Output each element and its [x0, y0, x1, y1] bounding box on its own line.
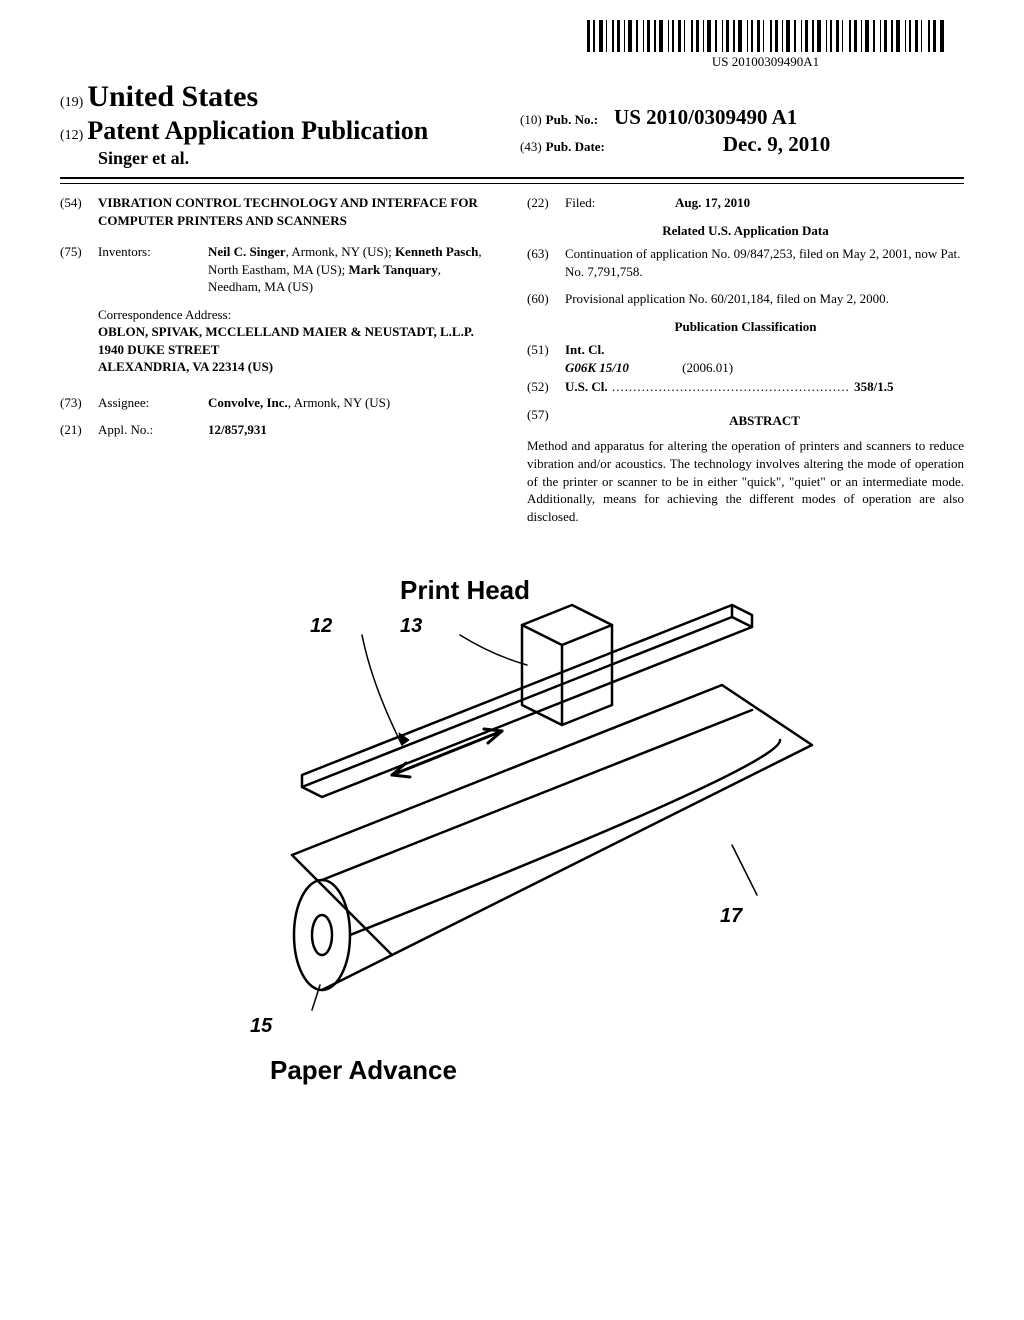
continuation-body: Continuation of application No. 09/847,2…: [565, 245, 964, 280]
pub-date-value: Dec. 9, 2010: [723, 132, 830, 156]
correspondence-line-2: 1940 DUKE STREET: [98, 341, 497, 359]
code-57: (57): [527, 406, 565, 436]
related-heading: Related U.S. Application Data: [527, 222, 964, 240]
country-title: United States: [87, 80, 258, 113]
pub-no-label: Pub. No.:: [546, 112, 598, 127]
correspondence-label: Correspondence Address:: [98, 306, 497, 324]
printhead-label: Print Head: [400, 575, 530, 606]
code-10: (10): [520, 112, 542, 127]
intcl-class: G06K 15/10: [565, 360, 629, 375]
assignee-rest: , Armonk, NY (US): [288, 395, 390, 410]
left-column: (54) VIBRATION CONTROL TECHNOLOGY AND IN…: [60, 194, 497, 525]
code-54: (54): [60, 194, 98, 229]
figure-area: Print Head 12 13 17 15 Paper Advance: [60, 565, 964, 1105]
applno-label: Appl. No.:: [98, 421, 208, 439]
barcode-graphic: [587, 20, 944, 52]
abstract-heading: ABSTRACT: [565, 412, 964, 430]
figure-svg: [192, 565, 832, 1085]
applno-value: 12/857,931: [208, 421, 497, 439]
classification-heading: Publication Classification: [527, 318, 964, 336]
doc-type: Patent Application Publication: [87, 116, 428, 145]
provisional-body: Provisional application No. 60/201,184, …: [565, 290, 964, 308]
divider-thick: [60, 177, 964, 179]
assignee-label: Assignee:: [98, 394, 208, 412]
inventor-name: Neil C. Singer: [208, 244, 286, 259]
biblio-columns: (54) VIBRATION CONTROL TECHNOLOGY AND IN…: [60, 194, 964, 525]
code-52: (52): [527, 378, 565, 396]
code-22: (22): [527, 194, 565, 212]
code-12: (12): [60, 128, 83, 143]
inventor-rest: , Armonk, NY (US);: [286, 244, 395, 259]
uscl-dots: ........................................…: [608, 379, 855, 394]
code-75: (75): [60, 243, 98, 296]
pub-date-label: Pub. Date:: [546, 139, 605, 154]
abstract-body: Method and apparatus for altering the op…: [527, 437, 964, 525]
code-63: (63): [527, 245, 565, 280]
uscl-value: 358/1.5: [854, 379, 893, 394]
correspondence-line-3: ALEXANDRIA, VA 22314 (US): [98, 358, 497, 376]
intcl-label: Int. Cl.: [565, 342, 604, 357]
inventors-body: Neil C. Singer, Armonk, NY (US); Kenneth…: [208, 243, 497, 296]
ref-17: 17: [720, 905, 742, 928]
inventor-name: Kenneth Pasch: [395, 244, 478, 259]
correspondence-block: Correspondence Address: OBLON, SPIVAK, M…: [98, 306, 497, 376]
filed-value: Aug. 17, 2010: [625, 194, 964, 212]
invention-title: VIBRATION CONTROL TECHNOLOGY AND INTERFA…: [98, 194, 497, 229]
barcode-text: US 20100309490A1: [587, 54, 944, 70]
code-43: (43): [520, 139, 542, 154]
ref-15: 15: [250, 1015, 272, 1038]
intcl-date: (2006.01): [682, 360, 733, 375]
code-60: (60): [527, 290, 565, 308]
right-header: (10) Pub. No.: US 2010/0309490 A1 (43) P…: [520, 105, 830, 157]
code-21: (21): [60, 421, 98, 439]
right-column: (22) Filed: Aug. 17, 2010 Related U.S. A…: [527, 194, 964, 525]
paper-advance-label: Paper Advance: [270, 1055, 457, 1086]
assignee-body: Convolve, Inc., Armonk, NY (US): [208, 394, 497, 412]
code-19: (19): [60, 95, 83, 110]
uscl-label: U.S. Cl.: [565, 379, 608, 394]
code-73: (73): [60, 394, 98, 412]
inventors-label: Inventors:: [98, 243, 208, 296]
filed-label: Filed:: [565, 194, 625, 212]
ref-13: 13: [400, 615, 422, 638]
correspondence-line-1: OBLON, SPIVAK, MCCLELLAND MAIER & NEUSTA…: [98, 323, 497, 341]
inventor-name: Mark Tanquary: [348, 262, 437, 277]
ref-12: 12: [310, 615, 332, 638]
assignee-name: Convolve, Inc.: [208, 395, 288, 410]
pub-no-value: US 2010/0309490 A1: [614, 105, 797, 129]
divider-thin: [60, 183, 964, 184]
barcode-block: US 20100309490A1: [587, 20, 944, 70]
code-51: (51): [527, 341, 565, 376]
